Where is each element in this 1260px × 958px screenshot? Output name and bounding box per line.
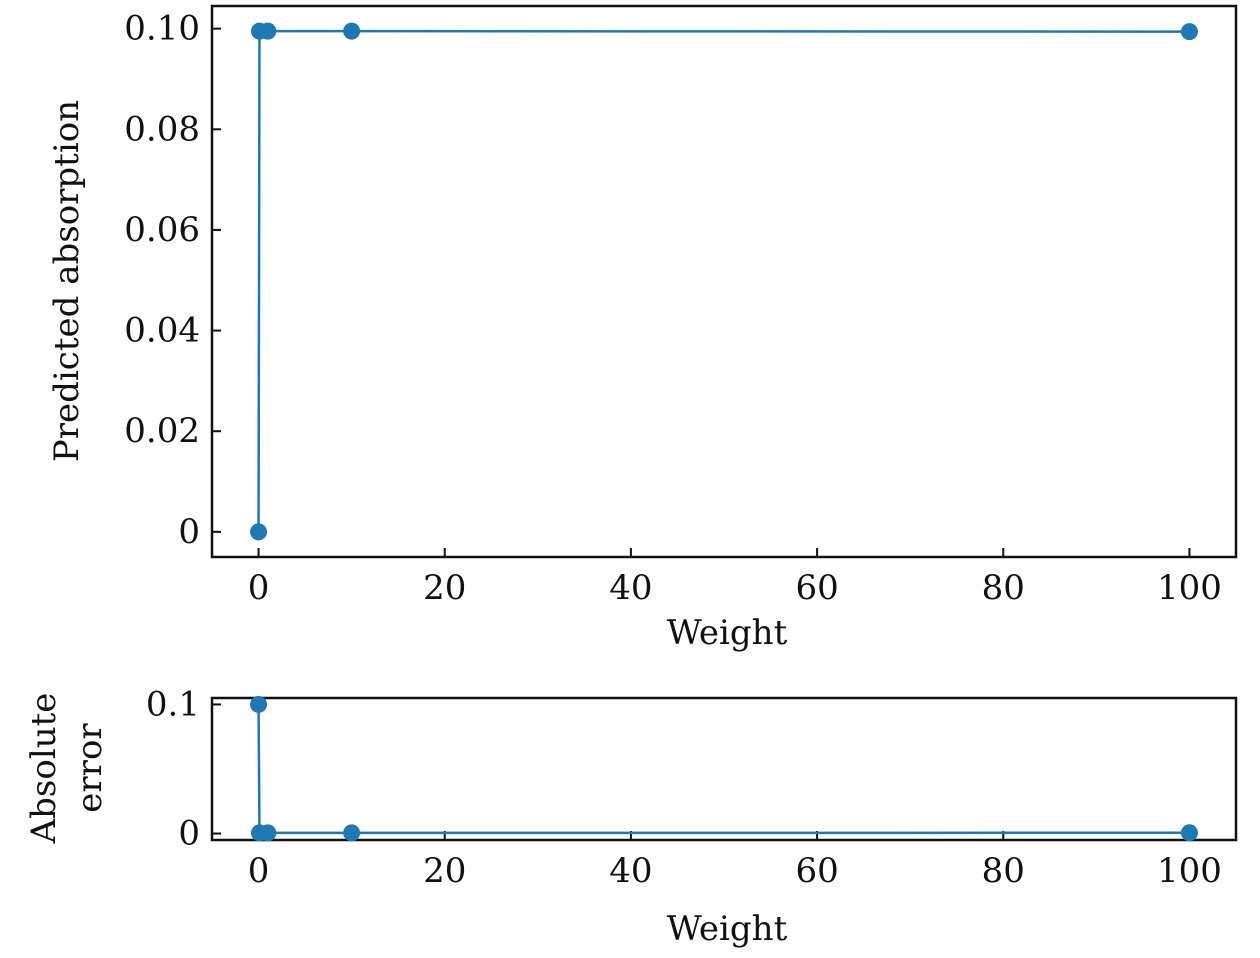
bottom-x-tick-label: 60 bbox=[795, 851, 838, 891]
bottom-y-tick-label: 0 bbox=[178, 814, 200, 854]
bottom-x-axis-label: Weight bbox=[667, 909, 788, 949]
top-panel-predicted-absorption: 0 20 40 60 80 100 0 0.02 0.04 0.06 0.08 0.10 Weight P… bbox=[47, 4, 1238, 653]
top-data-point bbox=[250, 523, 268, 541]
top-series-line bbox=[257, 29, 1190, 532]
bottom-x-tick-label: 40 bbox=[609, 851, 652, 891]
top-y-tick-label: 0 bbox=[178, 512, 200, 552]
top-x-tick-label: 40 bbox=[609, 568, 652, 608]
bottom-data-point bbox=[1180, 824, 1198, 842]
top-x-tick-label: 100 bbox=[1157, 568, 1222, 608]
top-x-axis-label: Weight bbox=[667, 613, 788, 653]
bottom-data-point bbox=[343, 824, 361, 842]
bottom-y-tick-label: 0.1 bbox=[146, 684, 200, 724]
bottom-data-point bbox=[259, 824, 277, 842]
top-y-tick-label: 0.10 bbox=[124, 9, 200, 49]
top-x-tick-label: 60 bbox=[795, 568, 838, 608]
top-data-point bbox=[259, 22, 277, 40]
top-y-tick-label: 0.04 bbox=[124, 311, 200, 351]
top-data-point bbox=[343, 22, 361, 40]
top-x-tick-label: 80 bbox=[982, 568, 1025, 608]
bottom-x-tick-label: 20 bbox=[423, 851, 466, 891]
bottom-series-line bbox=[257, 704, 1190, 835]
top-y-tick-label: 0.06 bbox=[124, 210, 200, 250]
bottom-x-tick-label: 0 bbox=[248, 851, 270, 891]
bottom-panel-absolute-error: 0 20 40 60 80 100 0 0.1 Weight Absolute error bbox=[24, 684, 1238, 949]
bottom-y-axis-label: Absolute bbox=[24, 693, 64, 845]
bottom-x-tick-label: 100 bbox=[1157, 851, 1222, 891]
bottom-axes-frame bbox=[210, 696, 1238, 842]
bottom-x-tick-label: 80 bbox=[982, 851, 1025, 891]
top-y-tick-label: 0.02 bbox=[124, 411, 200, 451]
top-y-tick-label: 0.08 bbox=[124, 109, 200, 149]
top-x-tick-label: 20 bbox=[423, 568, 466, 608]
top-data-point bbox=[1180, 23, 1198, 41]
bottom-data-point bbox=[250, 695, 268, 713]
bottom-y-axis-label: error bbox=[70, 723, 110, 813]
top-axes-frame bbox=[210, 4, 1238, 559]
top-x-tick-label: 0 bbox=[248, 568, 270, 608]
top-y-axis-label: Predicted absorption bbox=[47, 100, 87, 462]
